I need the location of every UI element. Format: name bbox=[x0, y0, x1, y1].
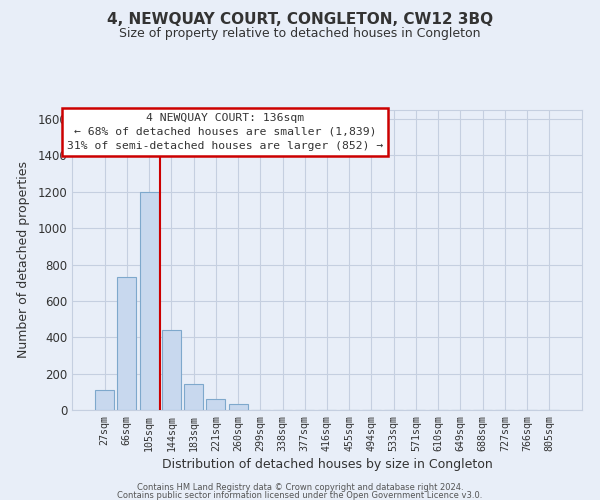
Bar bbox=[95, 390, 114, 410]
Bar bbox=[118, 278, 136, 410]
Text: 4, NEWQUAY COURT, CONGLETON, CW12 3BQ: 4, NEWQUAY COURT, CONGLETON, CW12 3BQ bbox=[107, 12, 493, 28]
Text: Contains HM Land Registry data © Crown copyright and database right 2024.: Contains HM Land Registry data © Crown c… bbox=[137, 483, 463, 492]
Y-axis label: Number of detached properties: Number of detached properties bbox=[17, 162, 31, 358]
Bar bbox=[184, 384, 203, 410]
X-axis label: Distribution of detached houses by size in Congleton: Distribution of detached houses by size … bbox=[161, 458, 493, 471]
Text: 4 NEWQUAY COURT: 136sqm
← 68% of detached houses are smaller (1,839)
31% of semi: 4 NEWQUAY COURT: 136sqm ← 68% of detache… bbox=[67, 113, 383, 151]
Bar bbox=[140, 192, 158, 410]
Bar bbox=[206, 399, 225, 410]
Bar bbox=[229, 404, 248, 410]
Text: Contains public sector information licensed under the Open Government Licence v3: Contains public sector information licen… bbox=[118, 490, 482, 500]
Text: Size of property relative to detached houses in Congleton: Size of property relative to detached ho… bbox=[119, 28, 481, 40]
Bar bbox=[162, 330, 181, 410]
